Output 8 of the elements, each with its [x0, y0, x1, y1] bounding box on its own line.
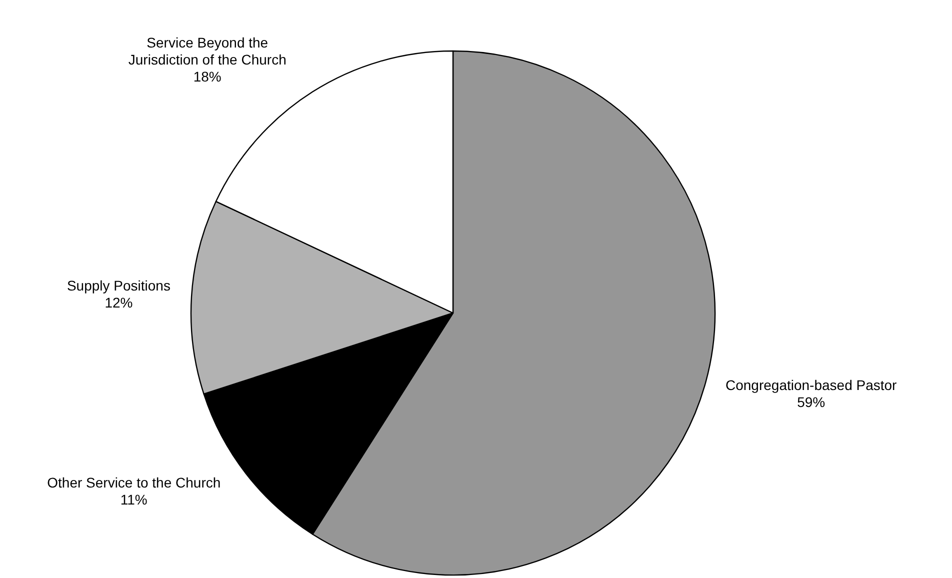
- data-label: 12%: [104, 294, 133, 311]
- slice-label: Supply Positions: [66, 278, 170, 294]
- slice-label: Congregation-based Pastor: [726, 377, 898, 394]
- data-label: 11%: [120, 491, 148, 508]
- slice-label: Service Beyond the Jurisdiction of the Church: [128, 34, 286, 68]
- data-label: 59%: [797, 394, 826, 410]
- slice-label: Other Service to the Church: [47, 474, 221, 490]
- data-label: 18%: [193, 68, 222, 85]
